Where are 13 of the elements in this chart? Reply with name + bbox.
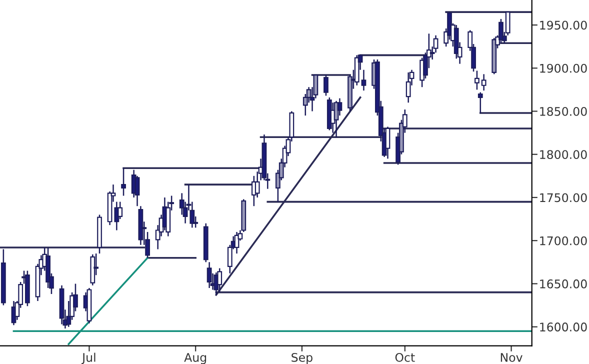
y-tick-label: 1600.00 xyxy=(540,322,587,332)
y-tick-label: 1950.00 xyxy=(540,20,587,30)
x-tick-label: Jul xyxy=(81,352,96,364)
x-tick-label: Nov xyxy=(500,353,522,362)
y-tick-label: 1750.00 xyxy=(540,193,587,202)
y-tick-label: 1800.00 xyxy=(540,150,587,160)
x-tick-label: Oct xyxy=(395,352,415,362)
y-tick-label: 1650.00 xyxy=(540,279,587,288)
y-tick-label: 1850.00 xyxy=(540,106,587,116)
y-tick-label: 1900.00 xyxy=(540,64,587,73)
x-tick-label: Aug xyxy=(184,353,206,364)
y-tick-label: 1700.00 xyxy=(540,236,587,246)
x-tick-label: Sep xyxy=(292,352,312,364)
